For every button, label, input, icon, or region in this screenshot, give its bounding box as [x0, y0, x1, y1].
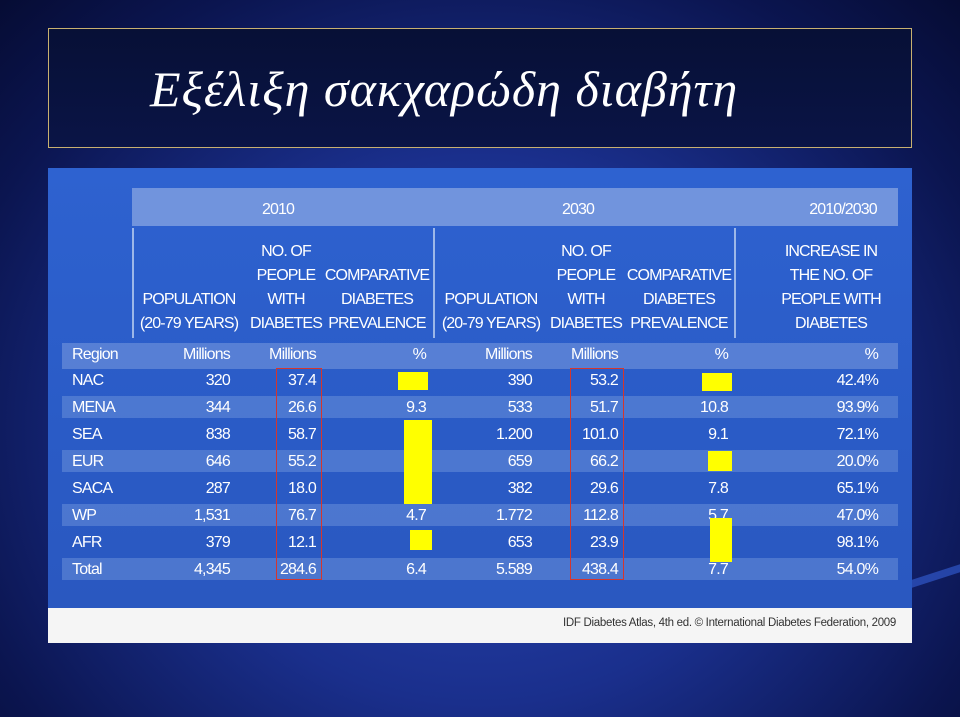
cell-region: SEA: [72, 426, 132, 444]
cell-increase: 72.1%: [818, 426, 878, 444]
cell-region: SACA: [72, 480, 132, 498]
cell-region: MENA: [72, 399, 132, 417]
period-2010: 2010: [248, 198, 308, 222]
cell-region: WP: [72, 507, 132, 525]
cell-pop2030: 653: [466, 534, 532, 552]
diabetes-table-image: 2010 2030 2010/2030 POPULATION (20-79 YEA…: [48, 168, 912, 643]
cell-prev2010: 6.4: [390, 561, 426, 579]
highlight-mark: [702, 373, 732, 391]
cell-pop2010: 379: [166, 534, 230, 552]
decorative-swoosh: [912, 564, 960, 588]
header-increase: INCREASE IN THE NO. OF PEOPLE WITH DIABETES: [776, 240, 886, 336]
cell-increase: 65.1%: [818, 480, 878, 498]
cell-prev2010: 4.7: [390, 507, 426, 525]
source-credit: IDF Diabetes Atlas, 4th ed. © Internatio…: [563, 617, 896, 629]
separator: [433, 228, 435, 338]
units-prev2030: %: [698, 346, 728, 364]
figure-footer: IDF Diabetes Atlas, 4th ed. © Internatio…: [48, 608, 912, 643]
highlight-mark: [410, 530, 432, 550]
header-prevalence-2030: COMPARATIVE DIABETES PREVALENCE: [626, 264, 732, 336]
header-population-2010: POPULATION (20-79 YEARS): [134, 288, 244, 336]
cell-pop2010: 838: [166, 426, 230, 444]
period-2010-2030: 2010/2030: [798, 198, 888, 222]
cell-pop2030: 5.589: [466, 561, 532, 579]
cell-pop2030: 1.200: [466, 426, 532, 444]
period-band: [132, 188, 898, 226]
highlight-mark: [398, 372, 428, 390]
cell-region: EUR: [72, 453, 132, 471]
cell-region: AFR: [72, 534, 132, 552]
cell-prev2010: 9.3: [390, 399, 426, 417]
cell-pop2010: 320: [166, 372, 230, 390]
units-num2010: Millions: [252, 346, 316, 364]
cell-increase: 98.1%: [818, 534, 878, 552]
header-num-diabetes-2030: NO. OF PEOPLE WITH DIABETES: [544, 240, 628, 336]
units-increase: %: [848, 346, 878, 364]
slide-title: Εξέλιξη σακχαρώδη διαβήτη: [150, 60, 738, 118]
period-2030: 2030: [548, 198, 608, 222]
units-pop2030: Millions: [466, 346, 532, 364]
cell-pop2010: 344: [166, 399, 230, 417]
cell-pop2030: 659: [466, 453, 532, 471]
cell-increase: 47.0%: [818, 507, 878, 525]
cell-pop2030: 1.772: [466, 507, 532, 525]
cell-pop2030: 382: [466, 480, 532, 498]
cell-prev2030: 7.8: [690, 480, 728, 498]
units-region: Region: [72, 346, 118, 364]
separator: [734, 228, 736, 338]
cell-pop2010: 1,531: [166, 507, 230, 525]
header-population-2030: POPULATION (20-79 YEARS): [436, 288, 546, 336]
cell-pop2030: 390: [466, 372, 532, 390]
units-pop2010: Millions: [166, 346, 230, 364]
cell-prev2030: 7.7: [690, 561, 728, 579]
cell-region: Total: [72, 561, 132, 579]
highlight-mark: [708, 451, 732, 471]
cell-increase: 42.4%: [818, 372, 878, 390]
outline-num-2030: [570, 368, 624, 580]
cell-pop2010: 646: [166, 453, 230, 471]
cell-increase: 54.0%: [818, 561, 878, 579]
highlight-mark: [404, 420, 432, 504]
table-photo: 2010 2030 2010/2030 POPULATION (20-79 YEA…: [48, 168, 912, 608]
cell-prev2030: 9.1: [690, 426, 728, 444]
units-num2030: Millions: [552, 346, 618, 364]
header-num-diabetes-2010: NO. OF PEOPLE WITH DIABETES: [244, 240, 328, 336]
outline-num-2010: [276, 368, 322, 580]
cell-region: NAC: [72, 372, 132, 390]
units-prev2010: %: [396, 346, 426, 364]
cell-pop2010: 287: [166, 480, 230, 498]
cell-increase: 93.9%: [818, 399, 878, 417]
header-prevalence-2010: COMPARATIVE DIABETES PREVALENCE: [324, 264, 430, 336]
cell-pop2030: 533: [466, 399, 532, 417]
highlight-mark: [710, 518, 732, 562]
cell-increase: 20.0%: [818, 453, 878, 471]
cell-prev2030: 10.8: [690, 399, 728, 417]
cell-pop2010: 4,345: [166, 561, 230, 579]
